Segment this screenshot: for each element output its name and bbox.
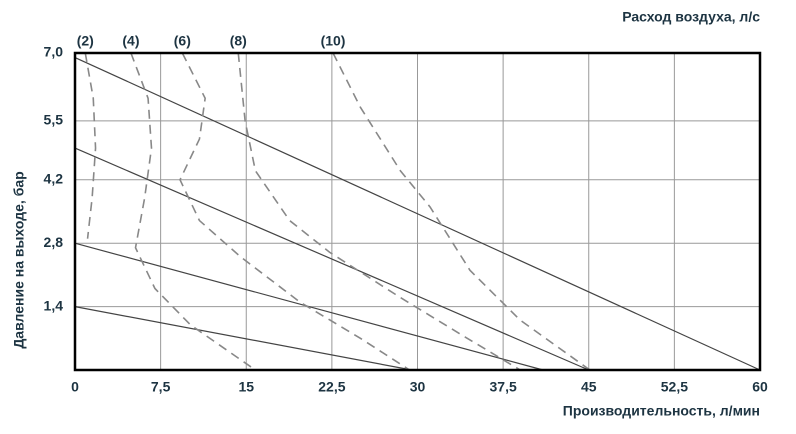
series-line bbox=[74, 306, 412, 371]
y-tick-label: 2,8 bbox=[44, 234, 64, 250]
series-line bbox=[74, 147, 589, 371]
x-tick-label: 52,5 bbox=[661, 379, 688, 395]
series-line bbox=[130, 52, 256, 371]
x-tick-label: 15 bbox=[238, 379, 254, 395]
series-label: (2) bbox=[77, 33, 94, 49]
x-tick-label: 60 bbox=[752, 379, 768, 395]
series-label: (8) bbox=[230, 33, 247, 49]
series-line bbox=[179, 52, 410, 371]
x-tick-label: 37,5 bbox=[490, 379, 517, 395]
series-line bbox=[74, 56, 761, 371]
chart-title: Расход воздуха, л/с bbox=[622, 9, 760, 25]
y-tick-label: 1,4 bbox=[44, 297, 64, 313]
y-tick-label: 4,2 bbox=[44, 171, 64, 187]
x-axis-title: Производительность, л/мин bbox=[563, 403, 760, 419]
x-tick-label: 0 bbox=[71, 379, 79, 395]
x-tick-label: 45 bbox=[581, 379, 597, 395]
y-axis-title: Давление на выходе, бар bbox=[11, 171, 27, 348]
series-label: (6) bbox=[174, 33, 191, 49]
series-label: (4) bbox=[122, 33, 139, 49]
x-tick-label: 22,5 bbox=[318, 379, 345, 395]
series-line bbox=[237, 52, 521, 371]
series-line bbox=[74, 242, 544, 371]
series-label: (10) bbox=[321, 33, 346, 49]
y-tick-label: 7,0 bbox=[44, 44, 64, 60]
plot-frame bbox=[73, 51, 762, 372]
x-tick-label: 30 bbox=[410, 379, 426, 395]
series-line bbox=[332, 52, 591, 371]
x-tick-label: 7,5 bbox=[151, 379, 171, 395]
series-line bbox=[84, 52, 97, 239]
y-tick-label: 5,5 bbox=[44, 112, 64, 128]
